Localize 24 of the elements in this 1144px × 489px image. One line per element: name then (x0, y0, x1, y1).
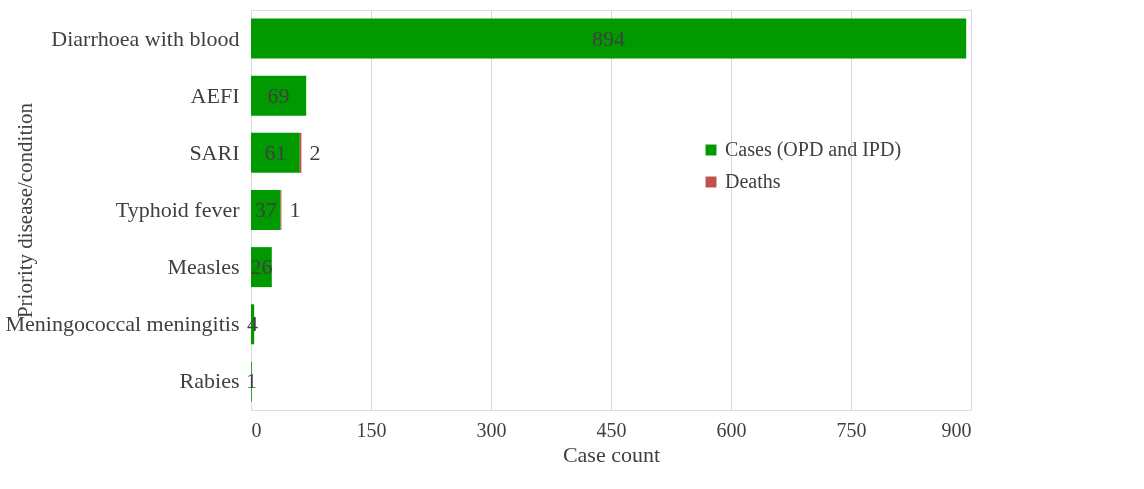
y-tick-label: Measles (167, 254, 240, 280)
y-tick-label: AEFI (190, 82, 240, 108)
x-tick-label: 300 (476, 418, 507, 441)
y-tick-label: Diarrhoea with blood (51, 25, 240, 51)
x-tick-label: 150 (356, 418, 387, 441)
data-label: 1 (289, 197, 301, 222)
x-tick-label: 600 (716, 418, 747, 441)
y-tick-label: Typhoid fever (115, 197, 241, 222)
data-label: 26 (250, 254, 273, 280)
data-label: 61 (264, 139, 287, 165)
data-label: 2 (309, 139, 321, 165)
y-tick-label: SARI (189, 139, 240, 165)
y-tick-label: Rabies (179, 368, 240, 394)
x-tick-label: 0 (251, 418, 262, 441)
x-tick-label: 750 (836, 418, 867, 441)
data-label: 894 (592, 25, 626, 51)
x-tick-label: 450 (596, 418, 627, 441)
legend-label: Deaths (725, 170, 781, 192)
y-axis-title: Priority disease/condition (12, 102, 37, 319)
data-label: 69 (267, 82, 290, 108)
legend-label: Cases (OPD and IPD) (725, 138, 902, 161)
x-axis-title: Case count (562, 441, 661, 467)
data-label: 37 (254, 197, 277, 222)
x-tick-label: 900 (941, 418, 972, 441)
